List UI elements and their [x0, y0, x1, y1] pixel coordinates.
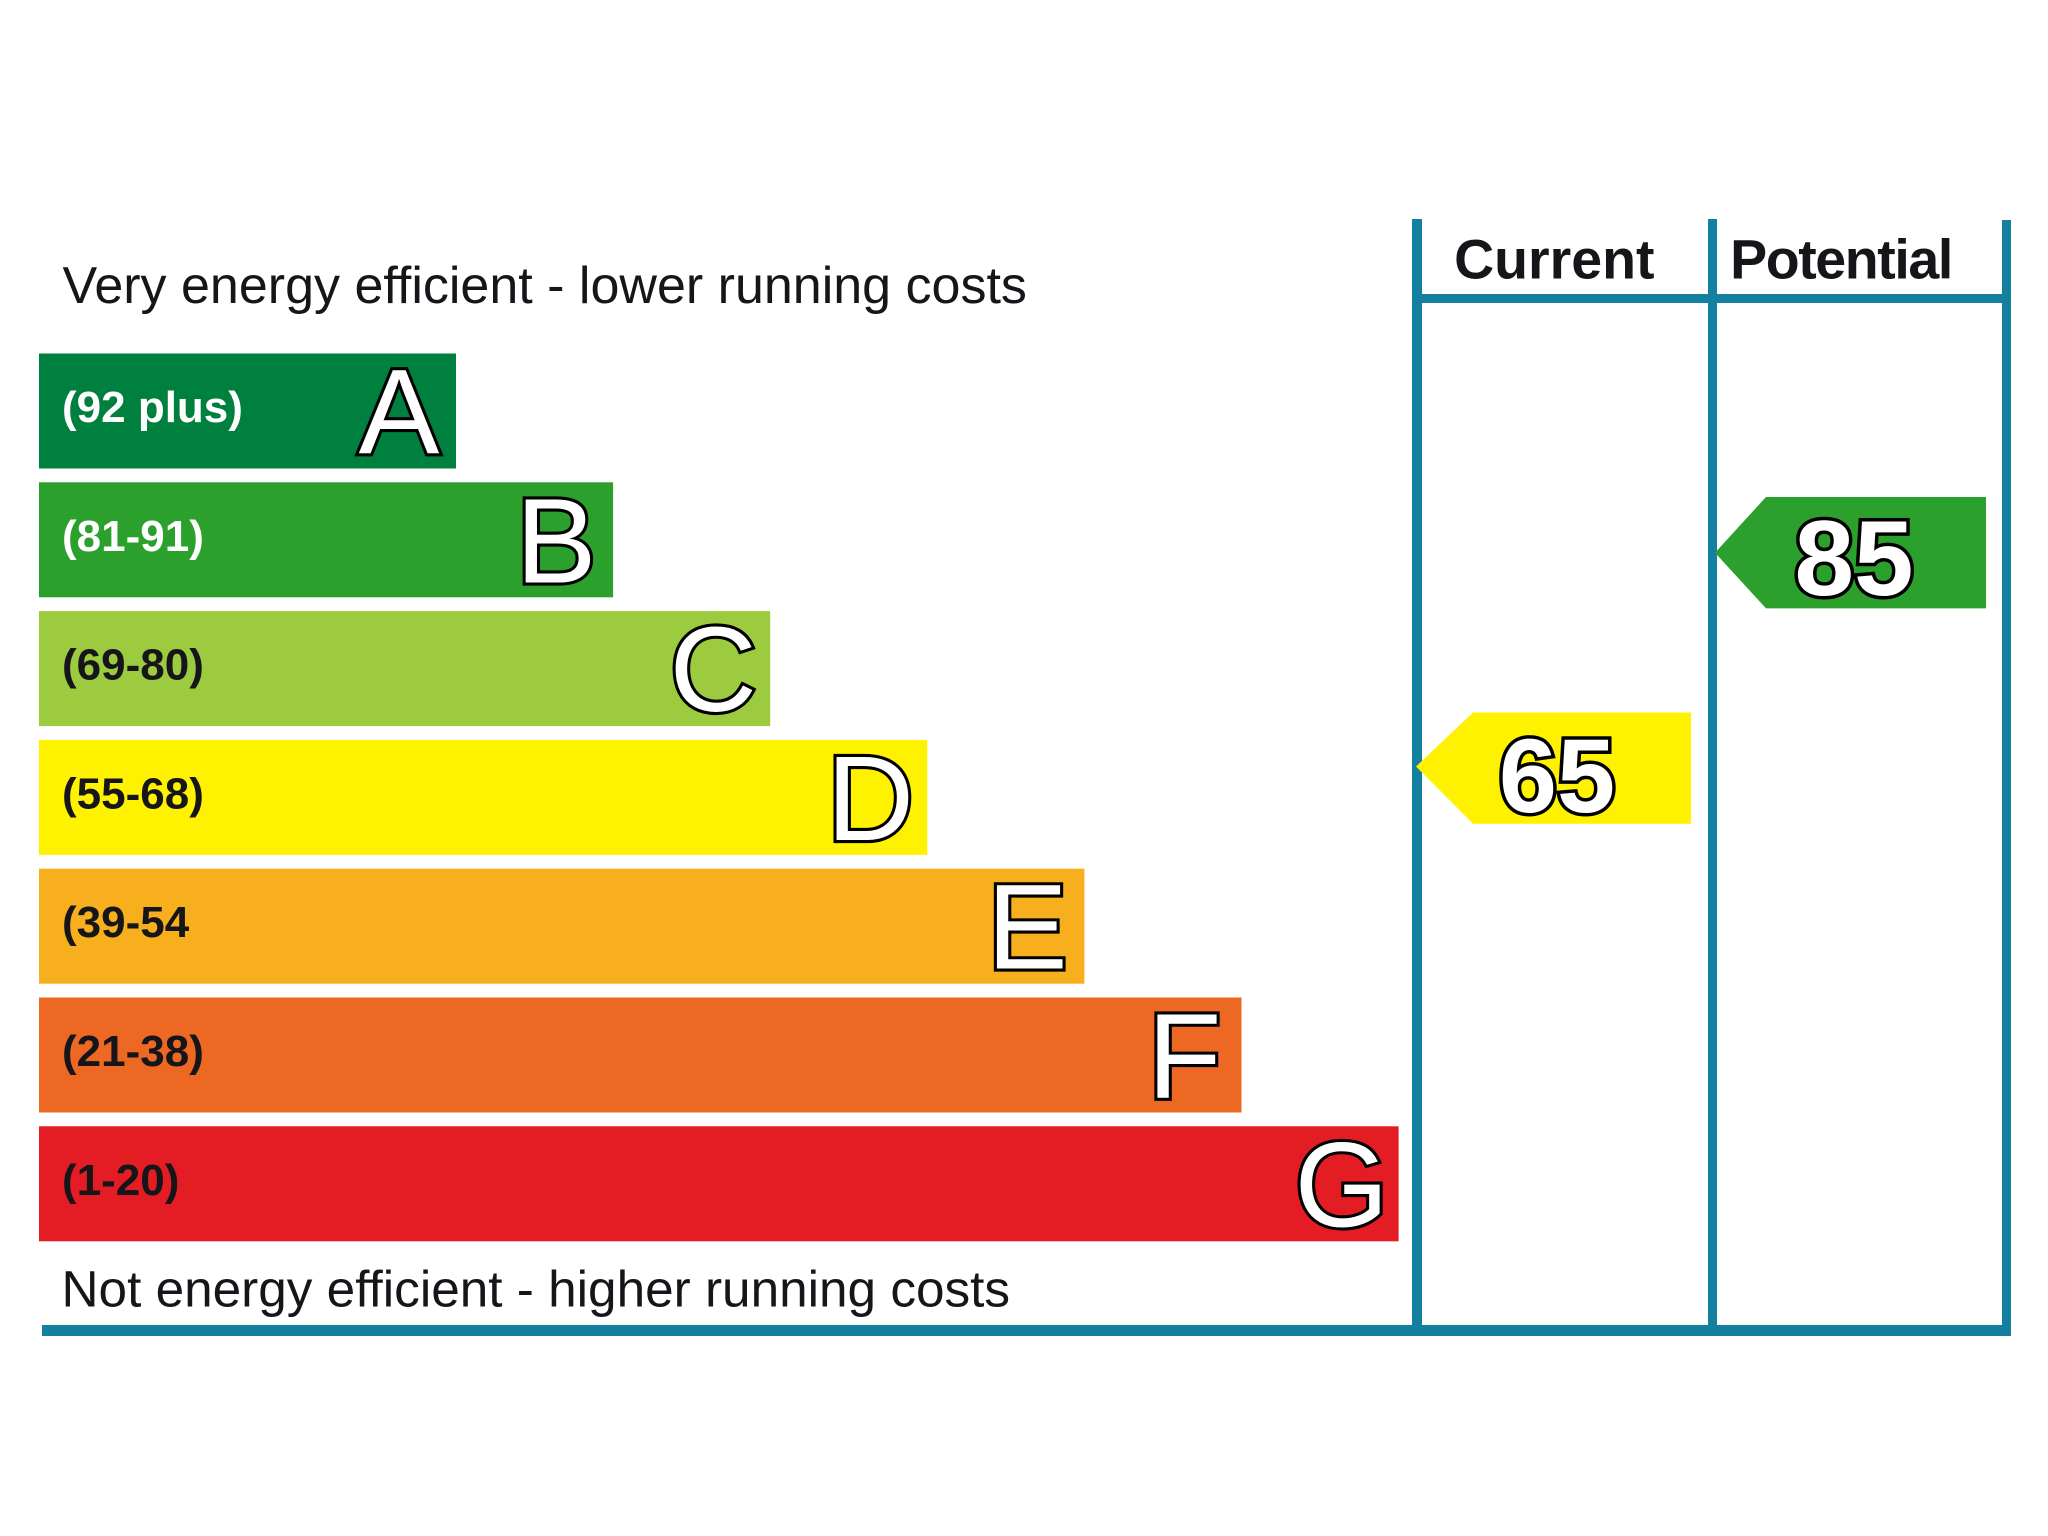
svg-text:C: C	[670, 601, 757, 737]
svg-text:A: A	[359, 344, 440, 480]
svg-text:(69-80): (69-80)	[62, 641, 204, 690]
svg-text:(81-91): (81-91)	[62, 512, 204, 561]
svg-text:F: F	[1148, 988, 1222, 1124]
svg-text:(21-38): (21-38)	[62, 1027, 204, 1076]
svg-text:Current: Current	[1454, 228, 1654, 290]
svg-text:(92 plus): (92 plus)	[62, 383, 243, 432]
svg-text:D: D	[827, 730, 914, 866]
svg-text:Very energy efficient - lower: Very energy efficient - lower running co…	[63, 257, 1027, 315]
svg-text:(1-20): (1-20)	[62, 1156, 179, 1205]
svg-text:B: B	[516, 472, 597, 608]
svg-text:65: 65	[1499, 718, 1615, 835]
svg-text:E: E	[987, 859, 1068, 995]
svg-text:85: 85	[1794, 498, 1913, 618]
svg-text:(55-68): (55-68)	[62, 769, 204, 818]
svg-text:Potential: Potential	[1730, 228, 1952, 290]
svg-text:Not energy efficient - higher: Not energy efficient - higher running co…	[62, 1261, 1011, 1318]
svg-text:G: G	[1295, 1116, 1389, 1252]
svg-text:(39-54: (39-54	[62, 898, 190, 947]
